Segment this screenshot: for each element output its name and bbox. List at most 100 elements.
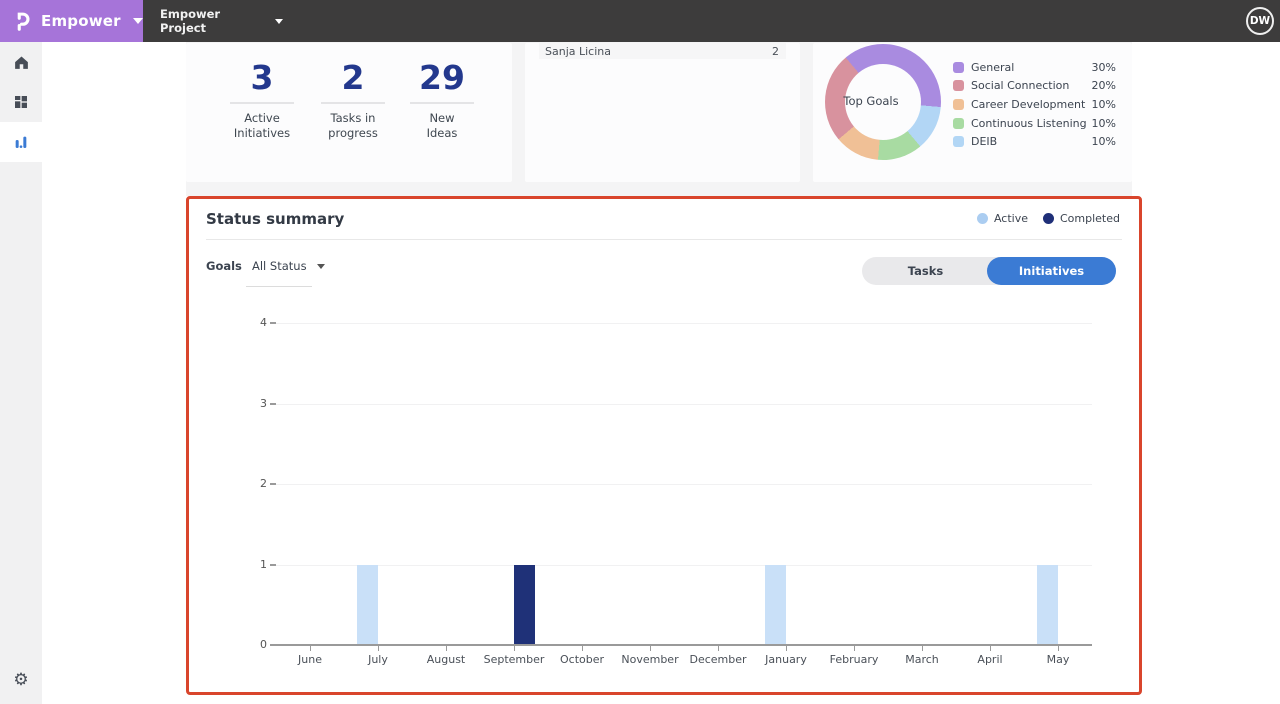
toggle-tasks-button[interactable]: Tasks <box>907 264 944 278</box>
x-axis-tick-label: February <box>829 653 879 666</box>
x-axis-tick-label: July <box>368 653 388 666</box>
stat-active-initiatives: 3 Active Initiatives <box>214 59 310 141</box>
x-axis-tick-label: April <box>977 653 1003 666</box>
sidebar: ⚙ <box>0 42 42 704</box>
legend-pct: 20% <box>1091 79 1116 93</box>
divider <box>206 239 1122 240</box>
status-filter-value: All Status <box>252 259 307 273</box>
project-name: Empower Project <box>160 7 221 35</box>
x-axis-tick <box>990 645 991 651</box>
completed-dot-icon <box>1043 213 1054 224</box>
stats-card: 3 Active Initiatives 2 Tasks in progress 2… <box>186 43 512 182</box>
legend-item: Career Development 10% <box>953 95 1116 114</box>
x-axis-tick <box>310 645 311 651</box>
sidebar-item-settings[interactable]: ⚙ <box>0 660 42 700</box>
stat-rule <box>321 102 385 104</box>
y-axis-tick <box>270 483 276 485</box>
x-axis-tick <box>650 645 651 651</box>
legend-label: Completed <box>1060 212 1120 225</box>
legend-pct: 30% <box>1091 60 1116 74</box>
active-dot-icon <box>976 213 988 224</box>
bar-september-completed[interactable] <box>514 564 535 644</box>
bar-may-active[interactable] <box>1037 564 1058 644</box>
x-axis-tick <box>582 645 583 651</box>
sidebar-item-dashboard[interactable] <box>0 82 42 122</box>
brand-name: Empower <box>41 12 121 30</box>
stat-label: Tasks in progress <box>328 111 378 140</box>
x-axis-tick <box>446 645 447 651</box>
legend-item: Continuous Listening 10% <box>953 114 1116 133</box>
person-count: 2 <box>772 44 779 58</box>
project-selector[interactable]: Empower Project <box>148 0 295 42</box>
top-goals-donut[interactable] <box>825 44 941 160</box>
legend-label: Career Development <box>971 97 1086 111</box>
legend-label: Social Connection <box>971 79 1070 93</box>
y-axis-tick-label: 2 <box>260 477 267 490</box>
x-axis-tick-label: June <box>298 653 322 666</box>
user-avatar[interactable]: DW <box>1246 7 1274 35</box>
stat-value: 2 <box>341 58 365 97</box>
legend-item: General 30% <box>953 58 1116 77</box>
y-axis-tick-label: 4 <box>260 316 267 329</box>
brand-menu[interactable]: Empower <box>0 0 143 42</box>
bar-july-active[interactable] <box>357 564 378 644</box>
y-axis-tick <box>270 563 276 566</box>
gridline <box>273 323 1092 324</box>
stat-label: Active Initiatives <box>233 111 291 140</box>
y-axis-tick-label: 1 <box>260 557 267 571</box>
legend-item-completed: Completed <box>1043 212 1120 225</box>
x-axis-tick <box>1058 645 1059 651</box>
legend-pct: 10% <box>1091 116 1116 130</box>
gridline <box>273 564 1092 566</box>
top-bar: Empower Empower Project DW <box>0 0 1280 42</box>
legend-swatch <box>953 98 964 110</box>
chevron-down-icon <box>275 18 283 24</box>
x-axis-tick-label: March <box>905 653 939 666</box>
legend-pct: 10% <box>1091 135 1116 149</box>
panel-title: Status summary <box>206 210 345 228</box>
x-axis-tick <box>854 645 855 651</box>
series-legend: Active Completed <box>976 212 1120 225</box>
donut-center-label: Top Goals <box>843 94 899 108</box>
legend-label: General <box>971 60 1015 74</box>
x-axis-tick-label: September <box>483 653 545 666</box>
bar-chart-icon <box>15 136 27 148</box>
y-axis-tick <box>270 402 276 405</box>
x-axis-tick-label: January <box>765 653 807 666</box>
stat-value: 3 <box>250 58 274 97</box>
x-axis-tick-label: August <box>426 653 466 666</box>
sidebar-item-home[interactable] <box>0 42 42 82</box>
home-icon <box>14 55 28 69</box>
gridline <box>273 484 1092 485</box>
goals-label: Goals <box>206 259 242 273</box>
stat-tasks-in-progress: 2 Tasks in progress <box>305 59 401 141</box>
legend-label: Continuous Listening <box>971 116 1087 130</box>
x-axis-tick <box>514 645 515 651</box>
x-axis-tick <box>922 645 923 651</box>
person-name: Sanja Licina <box>545 44 611 58</box>
x-axis-tick <box>786 645 787 651</box>
legend-pct: 10% <box>1091 97 1116 111</box>
legend-swatch <box>953 61 964 73</box>
sidebar-item-reports[interactable] <box>0 122 42 162</box>
empower-logo-icon <box>17 12 30 31</box>
legend-label: DEIB <box>971 135 998 149</box>
top-goals-legend: General 30% Social Connection 20% Career… <box>953 58 1116 151</box>
y-axis-tick-label: 3 <box>260 396 267 410</box>
stat-rule <box>230 102 294 104</box>
gear-icon: ⚙ <box>13 670 29 690</box>
chevron-down-icon <box>132 18 143 24</box>
bar-january-active[interactable] <box>765 564 786 644</box>
status-filter-dropdown[interactable]: All Status <box>252 259 325 273</box>
cards-band: 3 Active Initiatives 2 Tasks in progress 2… <box>186 42 1132 196</box>
list-item[interactable]: Sanja Licina 2 <box>539 43 786 59</box>
x-axis-tick-label: October <box>559 653 605 666</box>
y-axis-tick-label: 0 <box>260 638 267 651</box>
x-axis-tick-label: November <box>621 653 679 666</box>
dashboard-icon <box>15 96 27 108</box>
status-bar-chart: 0 1 2 3 4 June July August September October Novem… <box>189 199 1139 692</box>
chevron-down-icon <box>316 263 325 269</box>
toggle-initiatives-button[interactable]: Initiatives <box>987 257 1116 285</box>
legend-item: Social Connection 20% <box>953 77 1116 96</box>
legend-swatch <box>953 136 964 148</box>
